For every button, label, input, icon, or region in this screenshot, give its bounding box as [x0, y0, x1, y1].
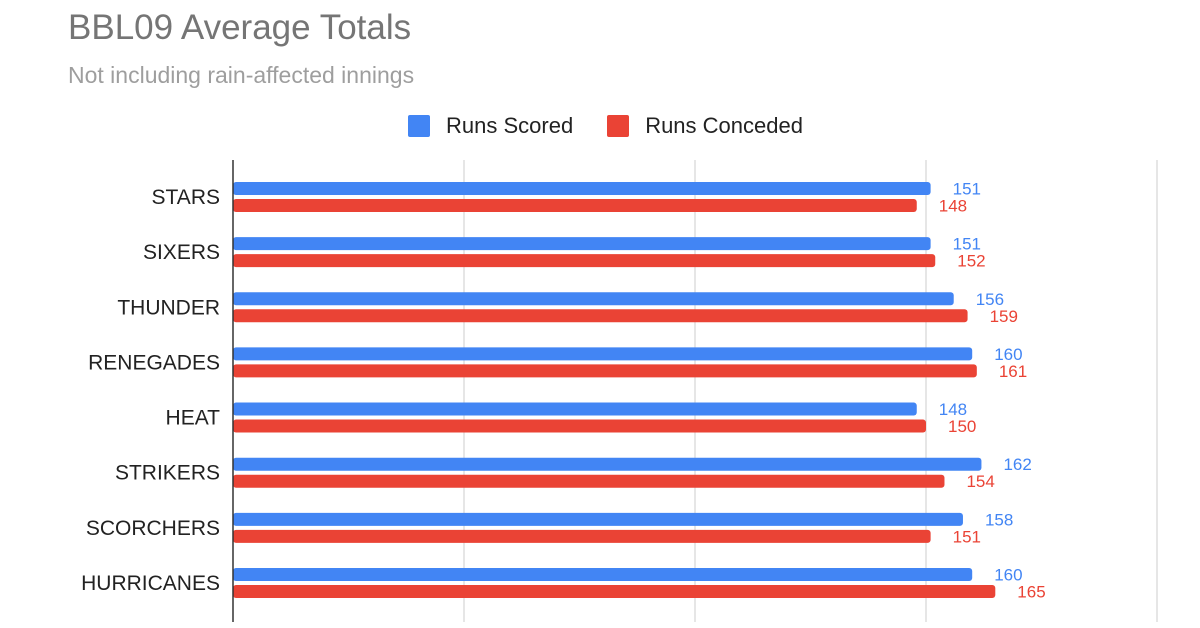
data-label-runs-conceded: 148	[939, 197, 967, 216]
legend-label-runs-conceded: Runs Conceded	[645, 113, 803, 138]
bar-runs-conceded	[233, 529, 931, 543]
data-label-runs-conceded: 154	[966, 472, 994, 491]
data-label-runs-scored: 156	[976, 290, 1004, 309]
data-label-runs-conceded: 159	[990, 307, 1018, 326]
bar-runs-conceded	[233, 254, 936, 268]
category-label: STARS	[152, 186, 220, 209]
bar-runs-conceded	[233, 474, 945, 488]
data-label-runs-scored: 162	[1003, 455, 1031, 474]
bar-runs-conceded	[233, 364, 977, 378]
legend-item-runs-scored[interactable]: Runs Scored	[408, 113, 573, 139]
chart-title: BBL09 Average Totals	[68, 8, 412, 47]
category-label: HURRICANES	[81, 572, 220, 595]
data-label-runs-conceded: 161	[999, 362, 1027, 381]
bar-runs-scored	[233, 567, 973, 581]
legend-swatch-runs-scored	[408, 115, 430, 137]
data-label-runs-conceded: 150	[948, 417, 976, 436]
data-label-runs-conceded: 151	[953, 527, 981, 546]
data-label-runs-conceded: 152	[957, 252, 985, 271]
category-label: HEAT	[166, 407, 221, 430]
chart-subtitle: Not including rain-affected innings	[68, 62, 415, 88]
category-label: SCORCHERS	[86, 517, 220, 540]
bar-runs-scored	[233, 347, 973, 361]
bar-runs-scored	[233, 457, 982, 471]
category-label: SIXERS	[143, 241, 220, 264]
data-label-runs-scored: 151	[953, 180, 981, 199]
bar-runs-scored	[233, 182, 931, 195]
data-label-runs-conceded: 165	[1017, 582, 1045, 601]
legend: Runs Scored Runs Conceded	[408, 113, 837, 139]
legend-swatch-runs-conceded	[607, 115, 630, 137]
bar-runs-scored	[233, 237, 931, 251]
data-label-runs-scored: 160	[994, 345, 1022, 364]
data-label-runs-scored: 158	[985, 510, 1013, 529]
legend-item-runs-conceded[interactable]: Runs Conceded	[607, 113, 803, 139]
bar-runs-scored	[233, 402, 917, 416]
category-label: STRIKERS	[115, 462, 220, 485]
bar-runs-conceded	[233, 309, 968, 323]
data-label-runs-scored: 148	[939, 400, 967, 419]
bar-runs-conceded	[233, 584, 996, 598]
bar-runs-conceded	[233, 199, 917, 212]
legend-label-runs-scored: Runs Scored	[446, 113, 574, 138]
bar-runs-conceded	[233, 419, 926, 433]
data-label-runs-scored: 160	[994, 565, 1022, 584]
bar-runs-scored	[233, 512, 963, 526]
data-label-runs-scored: 151	[953, 235, 981, 254]
category-label: THUNDER	[117, 296, 220, 319]
bar-runs-scored	[233, 292, 954, 306]
category-label: RENEGADES	[88, 351, 220, 374]
